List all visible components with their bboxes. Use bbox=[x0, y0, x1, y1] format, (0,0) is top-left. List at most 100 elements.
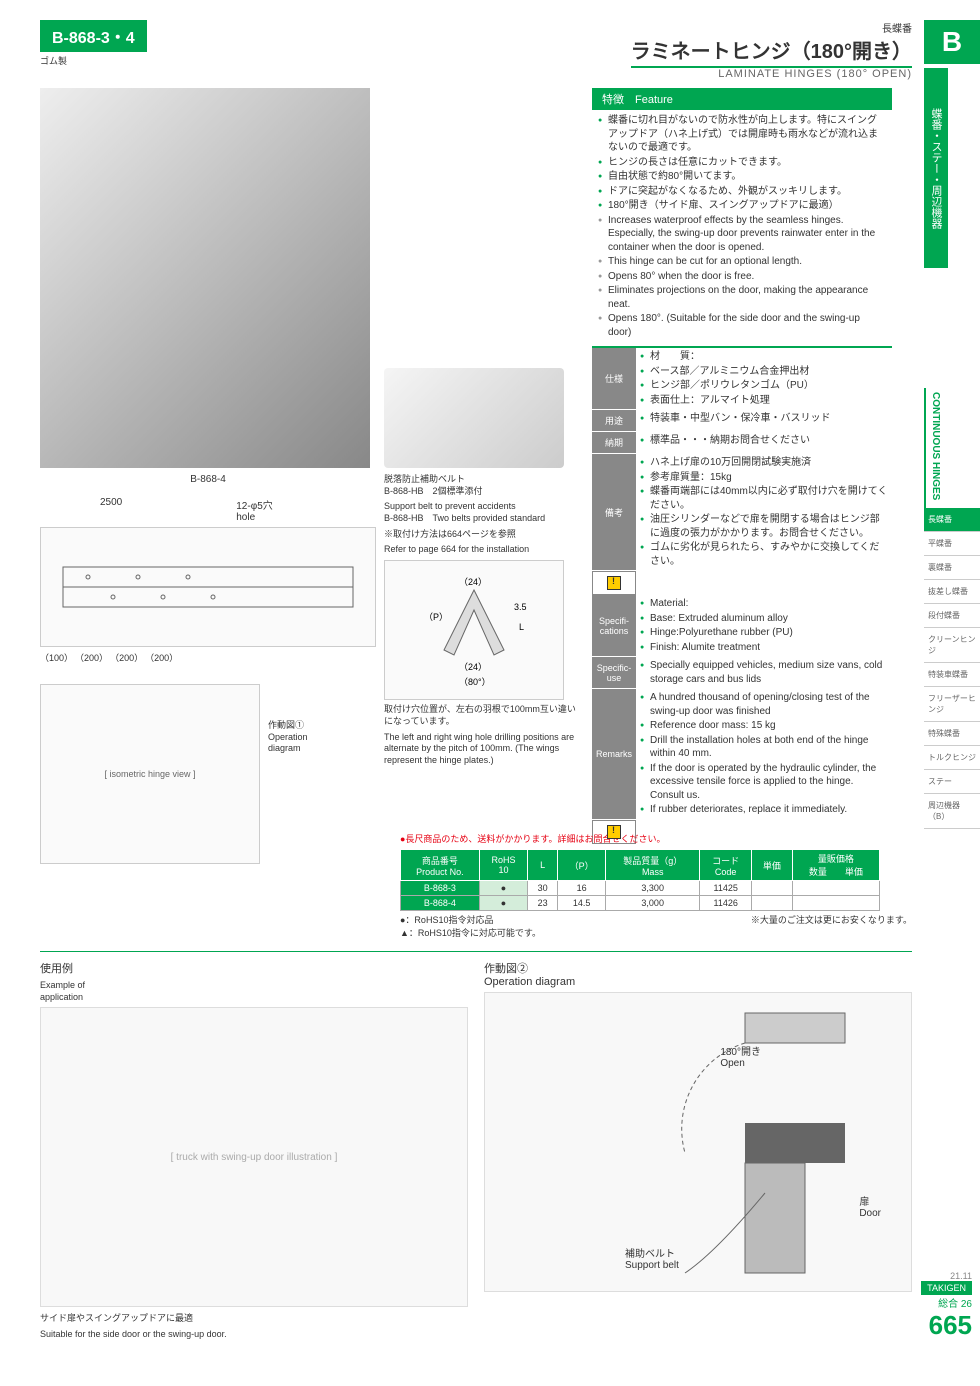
footer-date: 21.11 bbox=[921, 1271, 972, 1281]
page-title-en: LAMINATE HINGES (180° OPEN) bbox=[631, 68, 912, 80]
table-cell: ● bbox=[479, 881, 527, 896]
specs-jp: 仕様材 質：ベース部／アルミニウム合金押出材ヒンジ部／ポリウレタンゴム（PU）表… bbox=[592, 348, 892, 595]
feature-header: 特徴 Feature bbox=[592, 88, 892, 110]
spec-warn-row bbox=[592, 571, 892, 595]
table-cell bbox=[792, 896, 879, 911]
door-label: 扉 Door bbox=[859, 1193, 881, 1219]
page-number: 665 bbox=[921, 1310, 972, 1341]
example-caption-en: Suitable for the side door or the swing-… bbox=[40, 1329, 468, 1341]
spec-content: Material:Base: Extruded aluminum alloyHi… bbox=[636, 595, 892, 657]
specs-en: Specifi-cationsMaterial:Base: Extruded a… bbox=[592, 595, 892, 844]
right-column: 特徴 Feature 蝶番に切れ目がないので防水性が向上します。特にスイングアッ… bbox=[592, 88, 892, 868]
spec-content: ハネ上げ扉の10万回開閉試験実施済参考扉質量：15kg蝶番両端部には40mm以内… bbox=[636, 454, 892, 571]
feature-item-jp: ヒンジの長さは任意にカットできます。 bbox=[598, 156, 886, 170]
side-nav-item[interactable]: 周辺機器（B） bbox=[924, 794, 980, 829]
part-subtitle: ゴム製 bbox=[40, 54, 147, 67]
middle-column: 脱落防止補助ベルト B-868-HB 2個標準添付 Support belt t… bbox=[384, 88, 584, 868]
footer-volume: 総合 26 bbox=[921, 1295, 972, 1310]
warning-icon bbox=[592, 571, 636, 595]
hole-note-en: The left and right wing hole drilling po… bbox=[384, 732, 584, 767]
left-column: B-868-4 2500 12-φ5穴 hole （100） （200） （20… bbox=[40, 88, 376, 868]
side-rotate-label: CONTINUOUS HINGES bbox=[924, 388, 945, 508]
side-nav-item[interactable]: ステー bbox=[924, 770, 980, 794]
table-cell: B-868-4 bbox=[401, 896, 480, 911]
table-cell bbox=[752, 896, 792, 911]
spec-content: A hundred thousand of opening/closing te… bbox=[636, 689, 892, 820]
feature-item-en: Increases waterproof effects by the seam… bbox=[598, 214, 886, 255]
catalog-page: B-868-3・4 ゴム製 長蝶番 ラミネートヒンジ（180°開き） LAMIN… bbox=[0, 0, 912, 1365]
feature-item-en: Opens 80° when the door is free. bbox=[598, 270, 886, 284]
cross-svg: （24） 3.5 L （P） （24） （80°） bbox=[404, 570, 544, 690]
dim-s2: （200） bbox=[110, 651, 143, 664]
side-nav-list: CONTINUOUS HINGES 長蝶番平蝶番裏蝶番抜差し蝶番段付蝶番クリーン… bbox=[924, 388, 980, 829]
spec-row: RemarksA hundred thousand of opening/clo… bbox=[592, 689, 892, 820]
belt-caption-en: Support belt to prevent accidents B-868-… bbox=[384, 501, 584, 524]
side-nav-item[interactable]: 抜差し蝶番 bbox=[924, 580, 980, 604]
table-cell: 14.5 bbox=[558, 896, 606, 911]
product-photo bbox=[40, 88, 370, 468]
spec-row: 仕様材 質：ベース部／アルミニウム合金押出材ヒンジ部／ポリウレタンゴム（PU）表… bbox=[592, 348, 892, 410]
table-cell: 3,000 bbox=[606, 896, 700, 911]
spec-label: 仕様 bbox=[592, 348, 636, 410]
hole-note-jp: 取付け穴位置が、左右の羽根で100mm互い違いになっています。 bbox=[384, 704, 584, 727]
belt-photo bbox=[384, 368, 564, 468]
example-title-jp: 使用例 bbox=[40, 960, 468, 976]
feature-item-jp: 蝶番に切れ目がないので防水性が向上します。特にスイングアップドア（ハネ上げ式）で… bbox=[598, 114, 886, 155]
bottom-diagrams: 使用例 Example of application [ truck with … bbox=[40, 951, 912, 1345]
side-nav-item[interactable]: トルクヒンジ bbox=[924, 746, 980, 770]
table-cell: B-868-3 bbox=[401, 881, 480, 896]
feature-item-jp: 自由状態で約80°開いてます。 bbox=[598, 170, 886, 184]
table-notes: ●：RoHS10指令対応品 ▲：RoHS10指令に対応可能です。 ※大量のご注文… bbox=[400, 913, 912, 939]
iso-diagram: [ isometric hinge view ] bbox=[40, 684, 260, 864]
spec-content: 材 質：ベース部／アルミニウム合金押出材ヒンジ部／ポリウレタンゴム（PU）表面仕… bbox=[636, 348, 892, 410]
ref-caption-jp: ※取付け方法は664ページを参照 bbox=[384, 529, 584, 541]
svg-text:（P）: （P） bbox=[424, 612, 448, 622]
table-row: B-868-3●30163,30011425 bbox=[401, 881, 880, 896]
side-nav-item[interactable]: 長蝶番 bbox=[924, 508, 980, 532]
page-footer: 21.11 TAKIGEN 総合 26 665 bbox=[921, 1271, 972, 1341]
side-nav-item[interactable]: 特殊蝶番 bbox=[924, 722, 980, 746]
feature-item-en: Eliminates projections on the door, maki… bbox=[598, 284, 886, 311]
svg-text:L: L bbox=[519, 622, 524, 632]
spec-label: Remarks bbox=[592, 689, 636, 820]
feature-list-en: Increases waterproof effects by the seam… bbox=[598, 214, 886, 340]
table-row: B-868-4●2314.53,00011426 bbox=[401, 896, 880, 911]
dim-s1: （200） bbox=[75, 651, 108, 664]
section-category: 蝶番・ステー・周辺機器 bbox=[924, 68, 948, 268]
example-block: 使用例 Example of application [ truck with … bbox=[40, 960, 468, 1345]
spec-row: Specific-useSpecially equipped vehicles,… bbox=[592, 657, 892, 689]
feature-item-en: This hinge can be cut for an optional le… bbox=[598, 255, 886, 269]
spec-label: Specifi-cations bbox=[592, 595, 636, 657]
main-content: B-868-4 2500 12-φ5穴 hole （100） （200） （20… bbox=[40, 88, 912, 868]
side-tab: B 蝶番・ステー・周辺機器 CONTINUOUS HINGES 長蝶番平蝶番裏蝶… bbox=[924, 20, 980, 1320]
side-nav-item[interactable]: 段付蝶番 bbox=[924, 604, 980, 628]
op2-svg bbox=[485, 993, 911, 1291]
spec-row: 納期標準品・・・納期お問合せください bbox=[592, 432, 892, 454]
feature-item-jp: ドアに突起がなくなるため、外観がスッキリします。 bbox=[598, 185, 886, 199]
example-title-en: Example of application bbox=[40, 980, 468, 1003]
page-header: B-868-3・4 ゴム製 長蝶番 ラミネートヒンジ（180°開き） LAMIN… bbox=[40, 20, 912, 80]
feature-list-jp: 蝶番に切れ目がないので防水性が向上します。特にスイングアップドア（ハネ上げ式）で… bbox=[598, 114, 886, 213]
title-block: 長蝶番 ラミネートヒンジ（180°開き） LAMINATE HINGES (18… bbox=[631, 20, 912, 80]
side-nav-item[interactable]: クリーンヒンジ bbox=[924, 628, 980, 663]
op-diagram-label: 作動図① Operation diagram bbox=[268, 720, 308, 864]
operation2-title: 作動図② Operation diagram bbox=[484, 960, 912, 988]
dim-holes: 12-φ5穴 hole bbox=[236, 497, 273, 523]
feature-item-en: Opens 180°. (Suitable for the side door … bbox=[598, 312, 886, 339]
footer-brand: TAKIGEN bbox=[921, 1281, 972, 1295]
side-nav-item[interactable]: 特装車蝶番 bbox=[924, 663, 980, 687]
side-nav-item[interactable]: フリーザーヒンジ bbox=[924, 687, 980, 722]
example-caption-jp: サイド扉やスイングアップドアに最適 bbox=[40, 1313, 468, 1325]
spec-content: Specially equipped vehicles, medium size… bbox=[636, 657, 892, 689]
feature-body: 蝶番に切れ目がないので防水性が向上します。特にスイングアップドア（ハネ上げ式）で… bbox=[592, 110, 892, 348]
table-cell: 3,300 bbox=[606, 881, 700, 896]
spec-content: 標準品・・・納期お問合せください bbox=[636, 432, 892, 454]
side-nav-item[interactable]: 裏蝶番 bbox=[924, 556, 980, 580]
open-label: 180°開き Open bbox=[720, 1043, 761, 1069]
spec-row: 備考ハネ上げ扉の10万回開閉試験実施済参考扉質量：15kg蝶番両端部には40mm… bbox=[592, 454, 892, 571]
side-nav-item[interactable]: 平蝶番 bbox=[924, 532, 980, 556]
hinge-flat-diagram bbox=[40, 527, 376, 647]
part-block: B-868-3・4 ゴム製 bbox=[40, 20, 147, 67]
svg-text:（80°）: （80°） bbox=[459, 677, 491, 687]
table-cell bbox=[792, 881, 879, 896]
